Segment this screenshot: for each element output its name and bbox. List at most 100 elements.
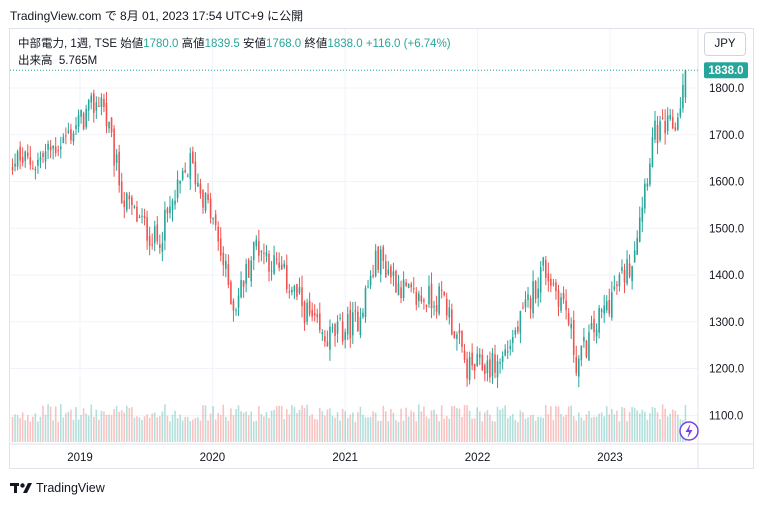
volume-bar — [110, 415, 113, 442]
volume-bar — [405, 407, 407, 442]
ohlc-legend: 中部電力, 1週, TSE 始値1780.0 高値1839.5 安値1768.0… — [18, 35, 451, 51]
volume-bar — [463, 405, 466, 442]
candle-body — [430, 283, 433, 309]
candle-body — [268, 253, 270, 272]
volume-bar — [138, 417, 141, 442]
volume-bar — [265, 412, 268, 442]
candle-body — [468, 357, 471, 381]
candle-body — [280, 264, 283, 270]
symbol-label[interactable]: 中部電力, 1週, TSE — [18, 38, 118, 50]
candle-body — [471, 352, 473, 366]
volume-bar — [159, 416, 161, 442]
volume-bar — [247, 415, 250, 442]
volume-bar — [143, 416, 146, 442]
candle-body — [212, 217, 214, 219]
volume-bar — [298, 409, 301, 442]
candle-body — [425, 304, 428, 307]
volume-bar — [67, 411, 70, 442]
candle-body — [174, 200, 176, 205]
volume-bar — [255, 420, 258, 442]
volume-bar — [611, 409, 613, 442]
candle-body — [560, 297, 562, 311]
volume-bar — [529, 415, 532, 442]
volume-bar — [80, 414, 82, 442]
volume-bar — [181, 420, 184, 442]
candle-body — [260, 251, 263, 253]
candle-body — [207, 194, 209, 200]
volume-bar — [318, 407, 321, 442]
candle-body — [184, 170, 187, 173]
candle-body — [85, 108, 87, 128]
candle-body — [192, 151, 194, 164]
candle-body — [542, 257, 545, 266]
volume-bar — [39, 416, 42, 442]
volume-bar — [311, 414, 313, 442]
candle-body — [608, 299, 611, 314]
volume-bar — [661, 404, 664, 442]
volume-bar — [585, 414, 588, 442]
candle-body — [651, 137, 654, 167]
volume-bar — [179, 414, 181, 442]
candle-body — [387, 269, 390, 275]
volume-bar — [166, 415, 169, 442]
volume-bar — [567, 406, 570, 442]
candle-body — [318, 313, 321, 331]
volume-bar — [484, 412, 486, 442]
candle-body — [44, 151, 47, 162]
volume-bar — [671, 409, 674, 442]
volume-bar — [524, 418, 527, 442]
candle-body — [501, 356, 504, 362]
volume-bar — [435, 414, 438, 442]
candle-body — [57, 150, 60, 152]
candle-body — [189, 153, 192, 180]
volume-bar — [527, 417, 529, 442]
candle-body — [103, 98, 105, 107]
volume-bar — [92, 416, 95, 442]
low-value: 1768.0 — [266, 38, 302, 50]
volume-bar — [583, 420, 585, 442]
volume-bar — [359, 406, 362, 442]
volume-bar — [621, 407, 623, 442]
volume-bar — [532, 414, 534, 442]
volume-label: 出来高 — [18, 55, 53, 67]
currency-button[interactable]: JPY — [704, 32, 746, 56]
candle-body — [59, 146, 62, 150]
last-price-tag-label: 1838.0 — [708, 65, 743, 77]
volume-bar — [395, 420, 397, 442]
candle-body — [611, 292, 613, 318]
volume-bar — [664, 408, 666, 442]
candle-body — [359, 317, 362, 335]
volume-bar — [669, 413, 672, 442]
candle-body — [527, 294, 529, 300]
volume-bar — [379, 420, 382, 442]
candle-body — [204, 192, 207, 211]
lightning-icon[interactable] — [679, 421, 699, 441]
candle-body — [679, 108, 682, 117]
volume-bar — [486, 410, 489, 442]
candle-body — [288, 291, 291, 293]
volume-bar — [90, 404, 93, 442]
candle-body — [301, 287, 303, 307]
candle-body — [496, 361, 499, 378]
volume-bar — [631, 407, 633, 442]
candle-body — [473, 364, 476, 371]
candle-body — [504, 349, 506, 356]
candle-body — [544, 260, 547, 278]
volume-bar — [301, 405, 303, 442]
candle-body — [461, 330, 463, 347]
candle-body — [100, 97, 103, 108]
tradingview-brand[interactable]: TradingView — [10, 481, 105, 495]
volume-bar — [600, 412, 603, 442]
candle-body — [291, 289, 293, 293]
candle-body — [171, 200, 174, 211]
candle-body — [618, 274, 621, 287]
volume-bar — [321, 411, 324, 442]
volume-bar — [557, 406, 560, 442]
volume-bar — [461, 417, 463, 442]
candle-body — [156, 224, 159, 242]
volume-bar — [62, 417, 65, 442]
candle-body — [357, 311, 359, 332]
candle-body — [514, 330, 517, 335]
candle-body — [250, 260, 253, 282]
